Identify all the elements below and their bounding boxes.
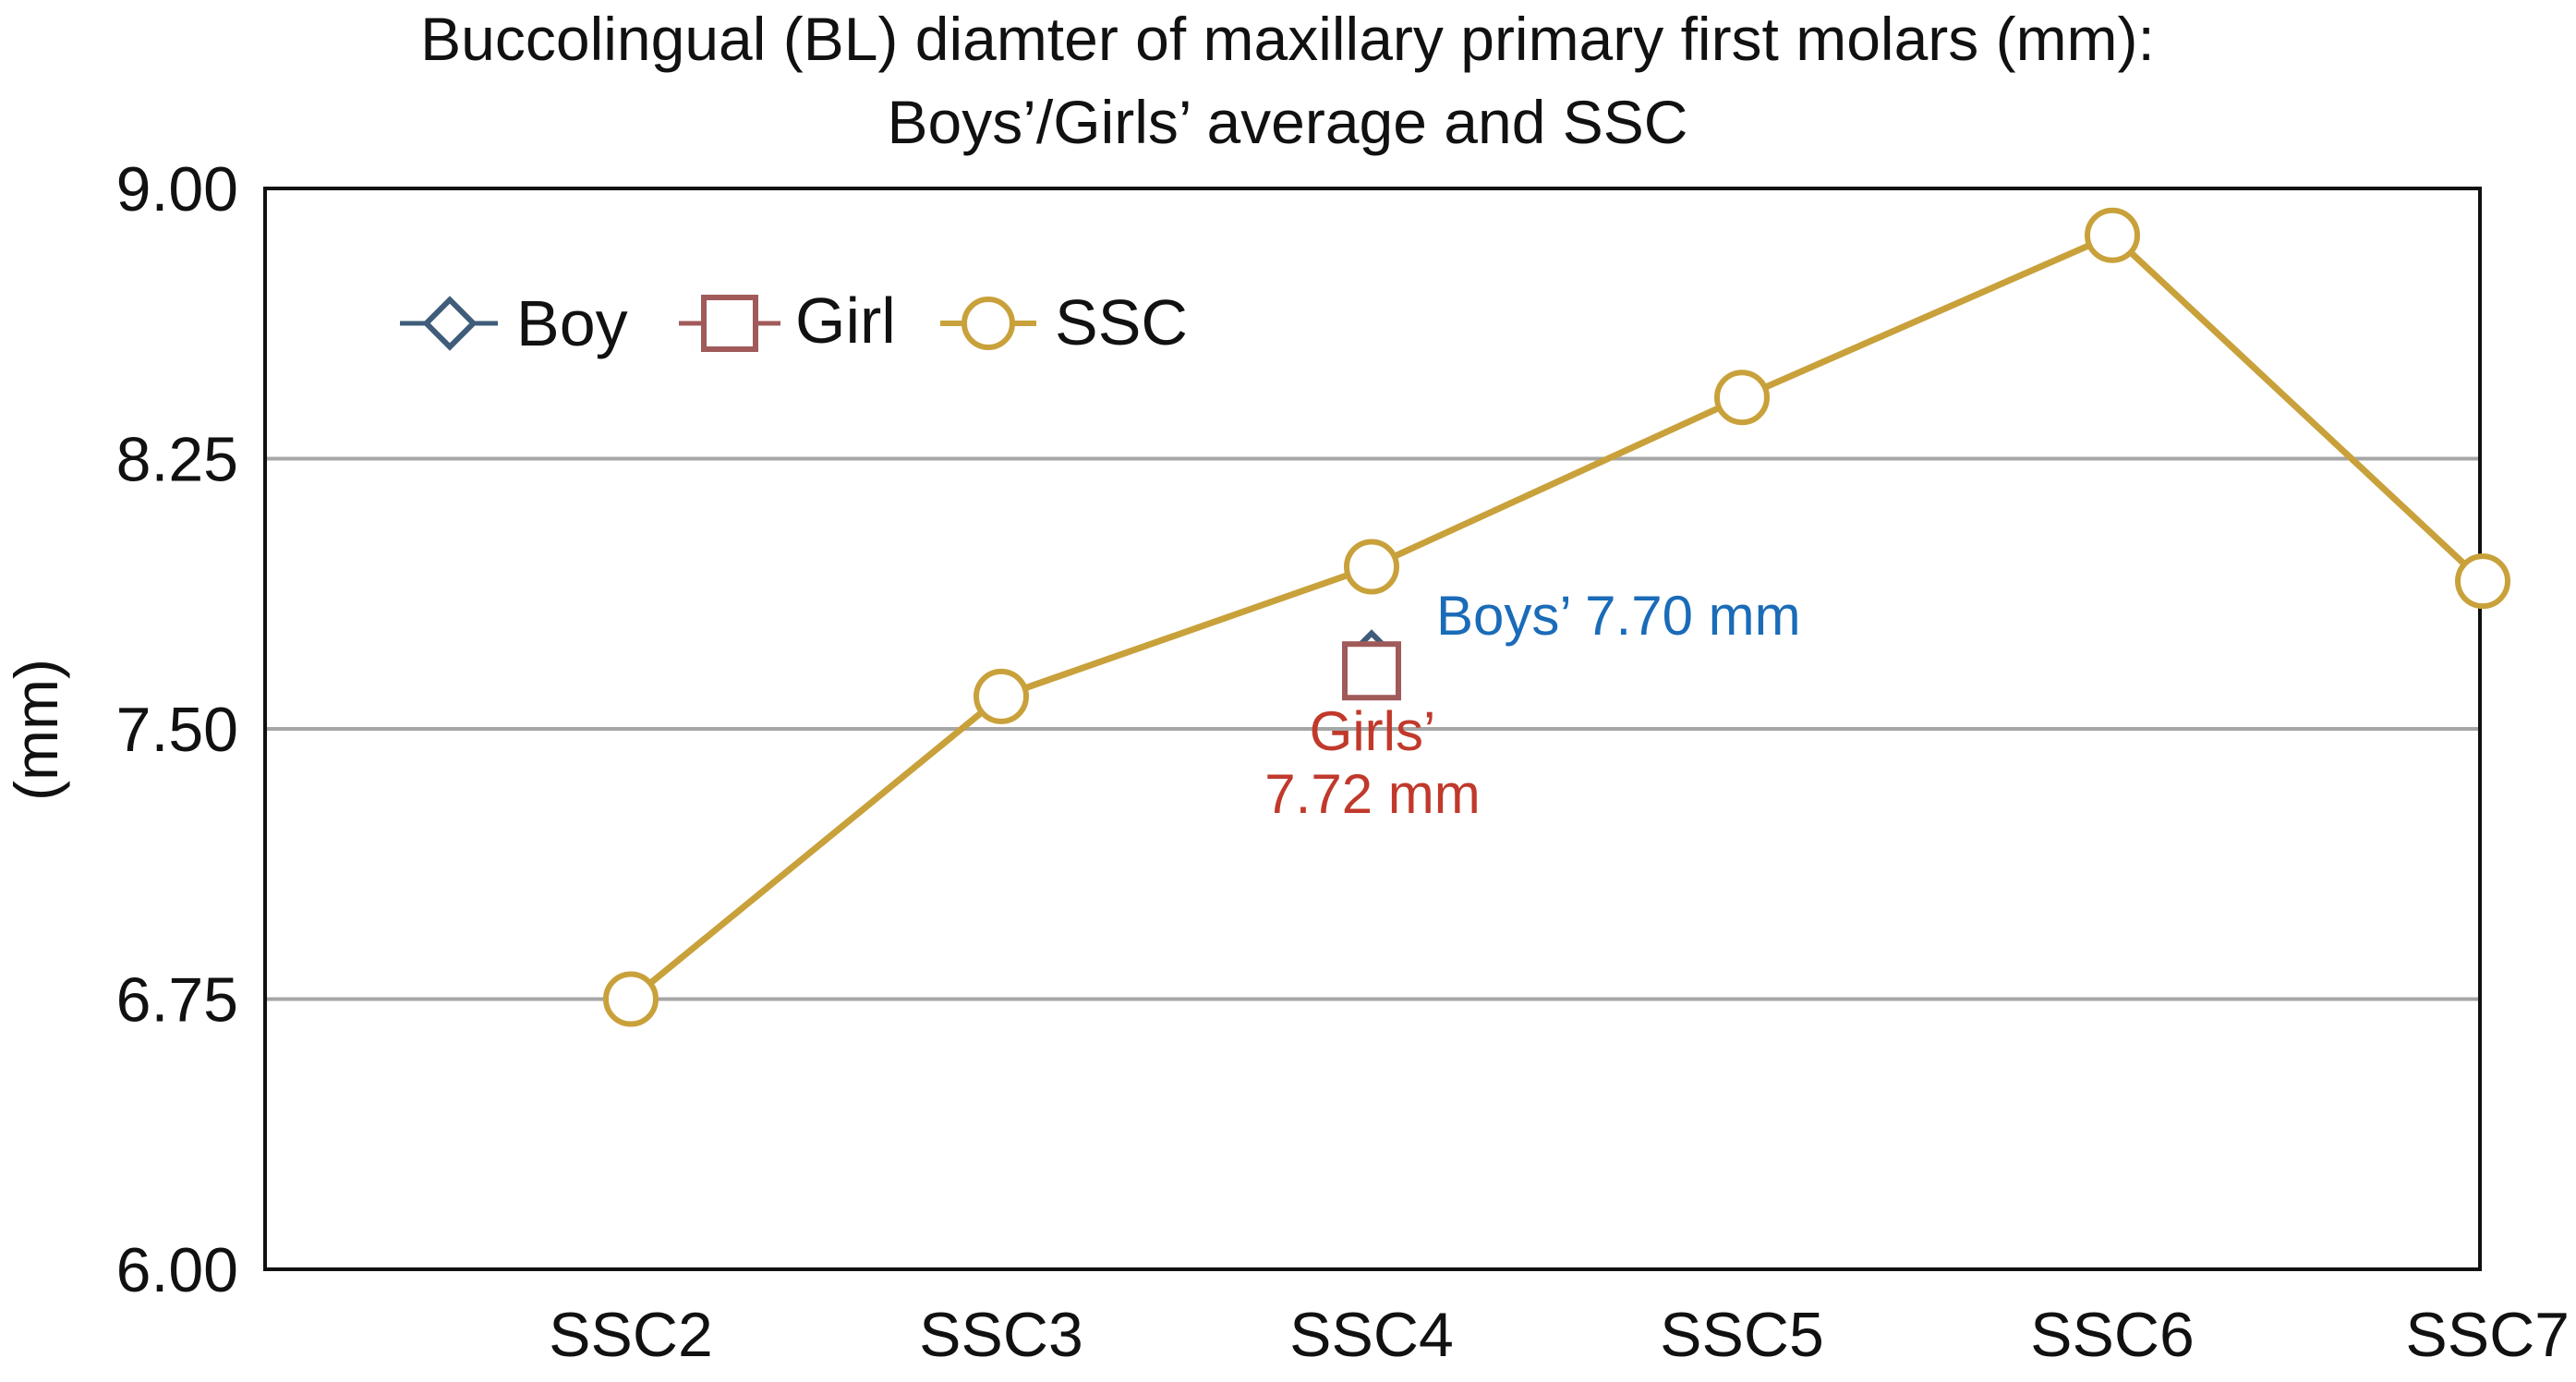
legend-ssc-label: SSC bbox=[1055, 286, 1188, 358]
ssc-point-ssc7 bbox=[2455, 553, 2510, 610]
y-tick-label-6.75: 6.75 bbox=[116, 965, 238, 1036]
x-tick-label-ssc7: SSC7 bbox=[2405, 1300, 2570, 1370]
legend-girl-square-icon bbox=[701, 295, 758, 352]
x-axis-ticks: SSC2 SSC3 SSC4 SSC5 SSC6 SSC7 bbox=[549, 1300, 2570, 1370]
y-axis-label: (mm) bbox=[2, 659, 70, 801]
annotation-girls-label: Girls’ bbox=[1310, 700, 1436, 762]
ssc-point-ssc6 bbox=[2085, 207, 2140, 263]
legend-boy-label: Boy bbox=[516, 287, 628, 359]
annotation-boys-value: Boys’ 7.70 mm bbox=[1436, 585, 1801, 647]
legend-item-ssc: SSC bbox=[940, 286, 1188, 358]
y-tick-label-7.50: 7.50 bbox=[116, 695, 238, 765]
x-tick-label-ssc4: SSC4 bbox=[1289, 1300, 1454, 1370]
ssc-point-ssc4 bbox=[1344, 539, 1399, 595]
legend-item-boy: Boy bbox=[400, 287, 628, 359]
x-tick-label-ssc6: SSC6 bbox=[2030, 1300, 2195, 1370]
annotation-girls-value: 7.72 mm bbox=[1264, 763, 1480, 825]
legend: Boy Girl SSC bbox=[400, 285, 1188, 359]
series bbox=[603, 207, 2510, 1027]
legend-item-girl: Girl bbox=[679, 285, 896, 357]
ssc-point-ssc2 bbox=[603, 971, 659, 1027]
legend-girl-label: Girl bbox=[795, 285, 896, 357]
y-tick-label-8.25: 8.25 bbox=[116, 425, 238, 495]
chart-title-line-1: Buccolingual (BL) diamter of maxillary p… bbox=[420, 5, 2155, 73]
y-tick-label-9.00: 9.00 bbox=[116, 154, 238, 224]
ssc-point-ssc3 bbox=[974, 668, 1029, 724]
girl-point-ssc4 bbox=[1342, 641, 1401, 701]
ssc-series-line bbox=[628, 232, 2485, 1002]
y-axis-ticks: 6.00 6.75 7.50 8.25 9.00 bbox=[116, 154, 238, 1305]
legend-boy-diamond-icon bbox=[422, 296, 478, 351]
plot-area-frame bbox=[263, 187, 2482, 1271]
x-tick-label-ssc2: SSC2 bbox=[549, 1300, 713, 1370]
legend-ssc-circle-icon bbox=[961, 297, 1015, 350]
x-tick-label-ssc3: SSC3 bbox=[919, 1300, 1083, 1370]
x-tick-label-ssc5: SSC5 bbox=[1660, 1300, 1824, 1370]
y-tick-label-6.00: 6.00 bbox=[116, 1235, 238, 1305]
ssc-point-ssc5 bbox=[1714, 370, 1770, 426]
chart-title-line-2: Boys’/Girls’ average and SSC bbox=[888, 88, 1688, 156]
